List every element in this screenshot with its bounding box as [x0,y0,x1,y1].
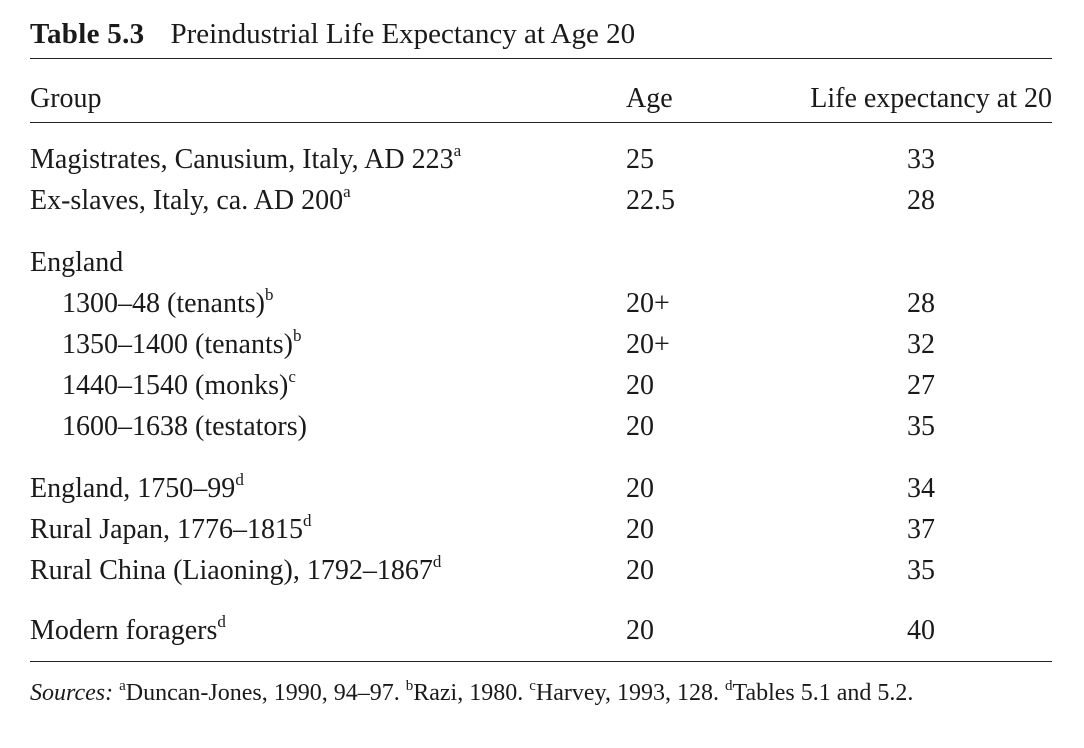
table-caption: Table 5.3 Preindustrial Life Expectancy a… [30,14,635,54]
row-age: 20 [626,514,654,545]
row-life-expectancy: 40 [907,615,935,646]
header-age: Age [626,83,673,114]
row-age: 20 [626,370,654,401]
source-note: Harvey, 1993, 128. [535,680,719,706]
header-rule [30,122,1052,123]
row-age: 20+ [626,329,670,360]
footnote-mark: a [343,182,351,201]
row-life-expectancy: 32 [907,329,935,360]
row-group: 1440–1540 (monks)c [62,367,296,401]
row-group: 1350–1400 (tenants)b [62,326,302,360]
footnote-mark: d [432,552,442,571]
row-group: Rural Japan, 1776–1815d [30,511,312,545]
footnote-mark: d [217,612,226,631]
source-note: Duncan-Jones, 1990, 94–97. [125,680,400,706]
row-group: 1600–1638 (testators) [62,411,307,442]
header-group: Group [30,83,102,114]
footnote-mark: b [405,678,414,694]
footnote-mark: d [302,511,312,530]
row-life-expectancy: 33 [907,144,935,175]
footnote-mark: b [264,285,274,304]
row-life-expectancy: 35 [907,555,935,586]
row-life-expectancy: 28 [907,185,935,216]
table-label: Table 5.3 [30,18,145,50]
row-life-expectancy: 28 [907,288,935,319]
footnote-mark: d [724,678,733,694]
row-group: Magistrates, Canusium, Italy, AD 223a [30,141,462,175]
row-life-expectancy: 27 [907,370,935,401]
source-note: Razi, 1980. [413,680,524,706]
row-age: 20 [626,411,654,442]
top-rule [30,58,1052,59]
row-age: 20 [626,615,654,646]
table-title: Preindustrial Life Expectancy at Age 20 [170,18,636,50]
footnote-mark: c [529,678,536,694]
row-life-expectancy: 34 [907,473,935,504]
row-age: 20 [626,473,654,504]
row-group: Ex-slaves, Italy, ca. AD 200a [30,182,351,216]
row-group-heading: England [30,247,124,278]
footnote-mark: b [292,326,302,345]
row-age: 25 [626,144,654,175]
row-group: England, 1750–99d [30,470,244,504]
footnote-mark: a [453,141,462,160]
bottom-rule [30,661,1052,662]
row-life-expectancy: 37 [907,514,935,545]
header-life-expectancy: Life expectancy at 20 [810,83,1052,114]
row-life-expectancy: 35 [907,411,935,442]
row-age: 20 [626,555,654,586]
footnote-mark: a [119,678,126,694]
row-age: 22.5 [626,185,675,216]
sources-label: Sources: [30,680,114,706]
footnote-mark: d [235,470,244,489]
row-group: Rural China (Liaoning), 1792–1867d [30,552,442,586]
row-age: 20+ [626,288,670,319]
row-group: 1300–48 (tenants)b [62,285,274,319]
row-group: Modern foragersd [30,612,226,646]
table-sources: Sources: aDuncan-Jones, 1990, 94–97. bRa… [30,676,913,710]
footnote-mark: c [288,367,296,386]
source-note: Tables 5.1 and 5.2. [732,680,914,706]
